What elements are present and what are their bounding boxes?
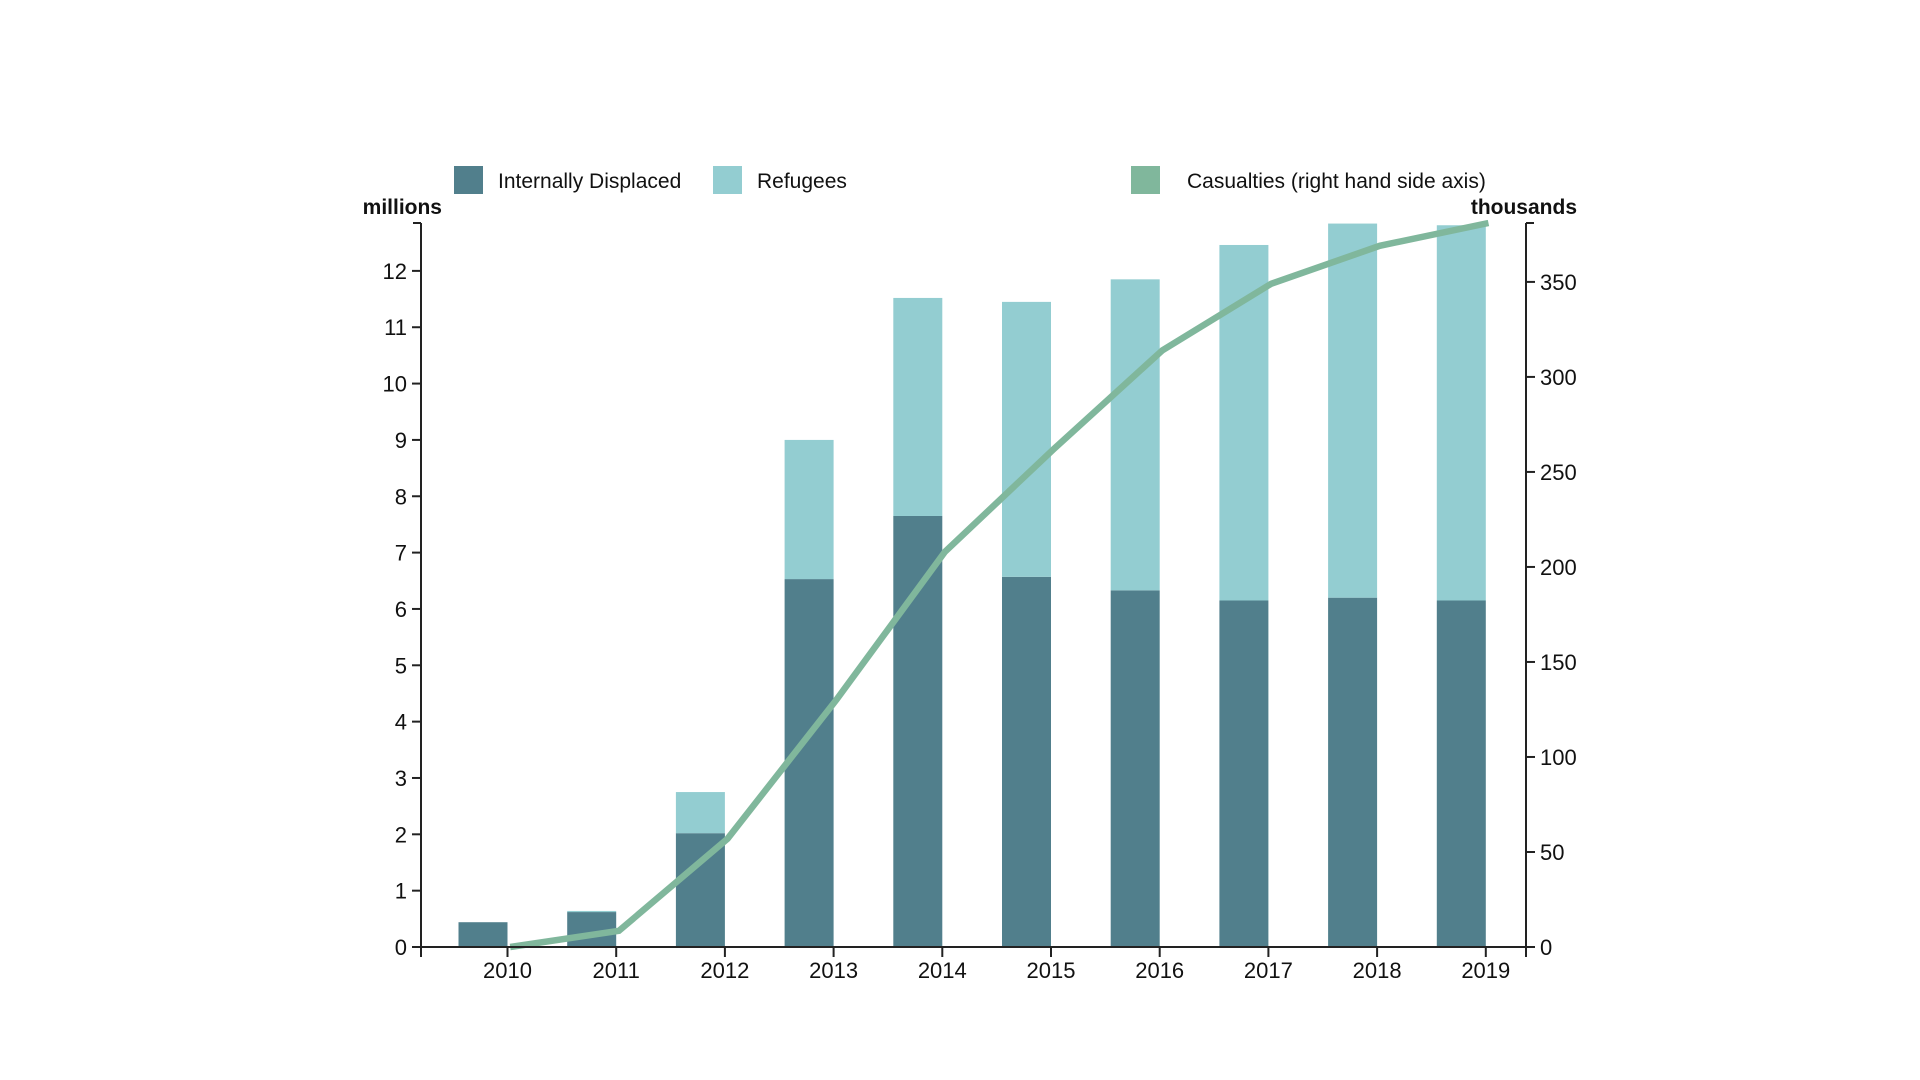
x-tick-label-2013: 2013	[809, 958, 858, 983]
bar-internally-displaced-2010	[458, 922, 508, 947]
axes-group: 0123456789101112050100150200250300350201…	[383, 222, 1577, 983]
bar-internally-displaced-2014	[893, 515, 943, 947]
legend-swatch-refugees	[713, 166, 742, 194]
legend-label-refugees: Refugees	[757, 170, 847, 193]
x-tick-label-2010: 2010	[483, 958, 532, 983]
left-tick-label-8: 8	[395, 484, 407, 509]
right-tick-label-150: 150	[1540, 650, 1577, 675]
bar-internally-displaced-2015	[1002, 576, 1051, 947]
bar-refugees-2019	[1436, 225, 1486, 601]
bar-refugees-2016	[1110, 279, 1160, 591]
bar-internally-displaced-2017	[1219, 600, 1269, 947]
x-tick-label-2019: 2019	[1461, 958, 1510, 983]
legend: Internally Displaced Refugees Casualties…	[454, 166, 1486, 194]
right-tick-label-0: 0	[1540, 935, 1552, 960]
left-tick-label-5: 5	[395, 653, 407, 678]
right-tick-label-50: 50	[1540, 840, 1564, 865]
x-tick-label-2014: 2014	[918, 958, 967, 983]
bars-group	[458, 223, 1486, 947]
bar-refugees-2015	[1002, 301, 1051, 577]
right-tick-label-250: 250	[1540, 460, 1577, 485]
legend-label-internally-displaced: Internally Displaced	[498, 170, 681, 193]
right-tick-label-100: 100	[1540, 745, 1577, 770]
right-tick-label-350: 350	[1540, 270, 1577, 295]
left-tick-label-9: 9	[395, 428, 407, 453]
bar-internally-displaced-2013	[784, 579, 834, 947]
legend-swatch-internally-displaced	[454, 166, 483, 194]
bar-refugees-2011	[567, 910, 617, 913]
left-tick-label-4: 4	[395, 710, 407, 735]
x-tick-label-2015: 2015	[1027, 958, 1076, 983]
bar-refugees-2012	[675, 792, 725, 834]
casualties-line	[509, 219, 1490, 951]
bar-internally-displaced-2019	[1436, 600, 1486, 947]
line-layer	[509, 219, 1490, 951]
right-tick-label-200: 200	[1540, 555, 1577, 580]
right-axis-title: thousands	[1471, 196, 1577, 219]
left-tick-label-0: 0	[395, 935, 407, 960]
bar-refugees-2018	[1328, 223, 1378, 598]
legend-swatch-casualties	[1131, 166, 1160, 194]
bar-refugees-2014	[893, 297, 943, 516]
left-tick-label-3: 3	[395, 766, 407, 791]
x-tick-label-2018: 2018	[1353, 958, 1402, 983]
left-tick-label-11: 11	[384, 315, 407, 340]
x-tick-label-2017: 2017	[1244, 958, 1293, 983]
bar-internally-displaced-2016	[1110, 590, 1160, 947]
left-tick-label-10: 10	[383, 372, 407, 397]
left-axis-title: millions	[363, 196, 442, 219]
x-tick-label-2011: 2011	[593, 958, 640, 983]
legend-label-casualties: Casualties (right hand side axis)	[1187, 170, 1486, 193]
left-tick-label-1: 1	[395, 879, 407, 904]
left-tick-label-2: 2	[395, 822, 407, 847]
bar-internally-displaced-2012	[675, 833, 725, 947]
bar-refugees-2013	[784, 439, 834, 580]
left-tick-label-6: 6	[395, 597, 407, 622]
x-tick-label-2012: 2012	[700, 958, 749, 983]
x-tick-label-2016: 2016	[1135, 958, 1184, 983]
left-tick-label-7: 7	[395, 541, 407, 566]
bar-internally-displaced-2018	[1328, 597, 1378, 947]
left-tick-label-12: 12	[383, 259, 407, 284]
right-tick-label-300: 300	[1540, 365, 1577, 390]
